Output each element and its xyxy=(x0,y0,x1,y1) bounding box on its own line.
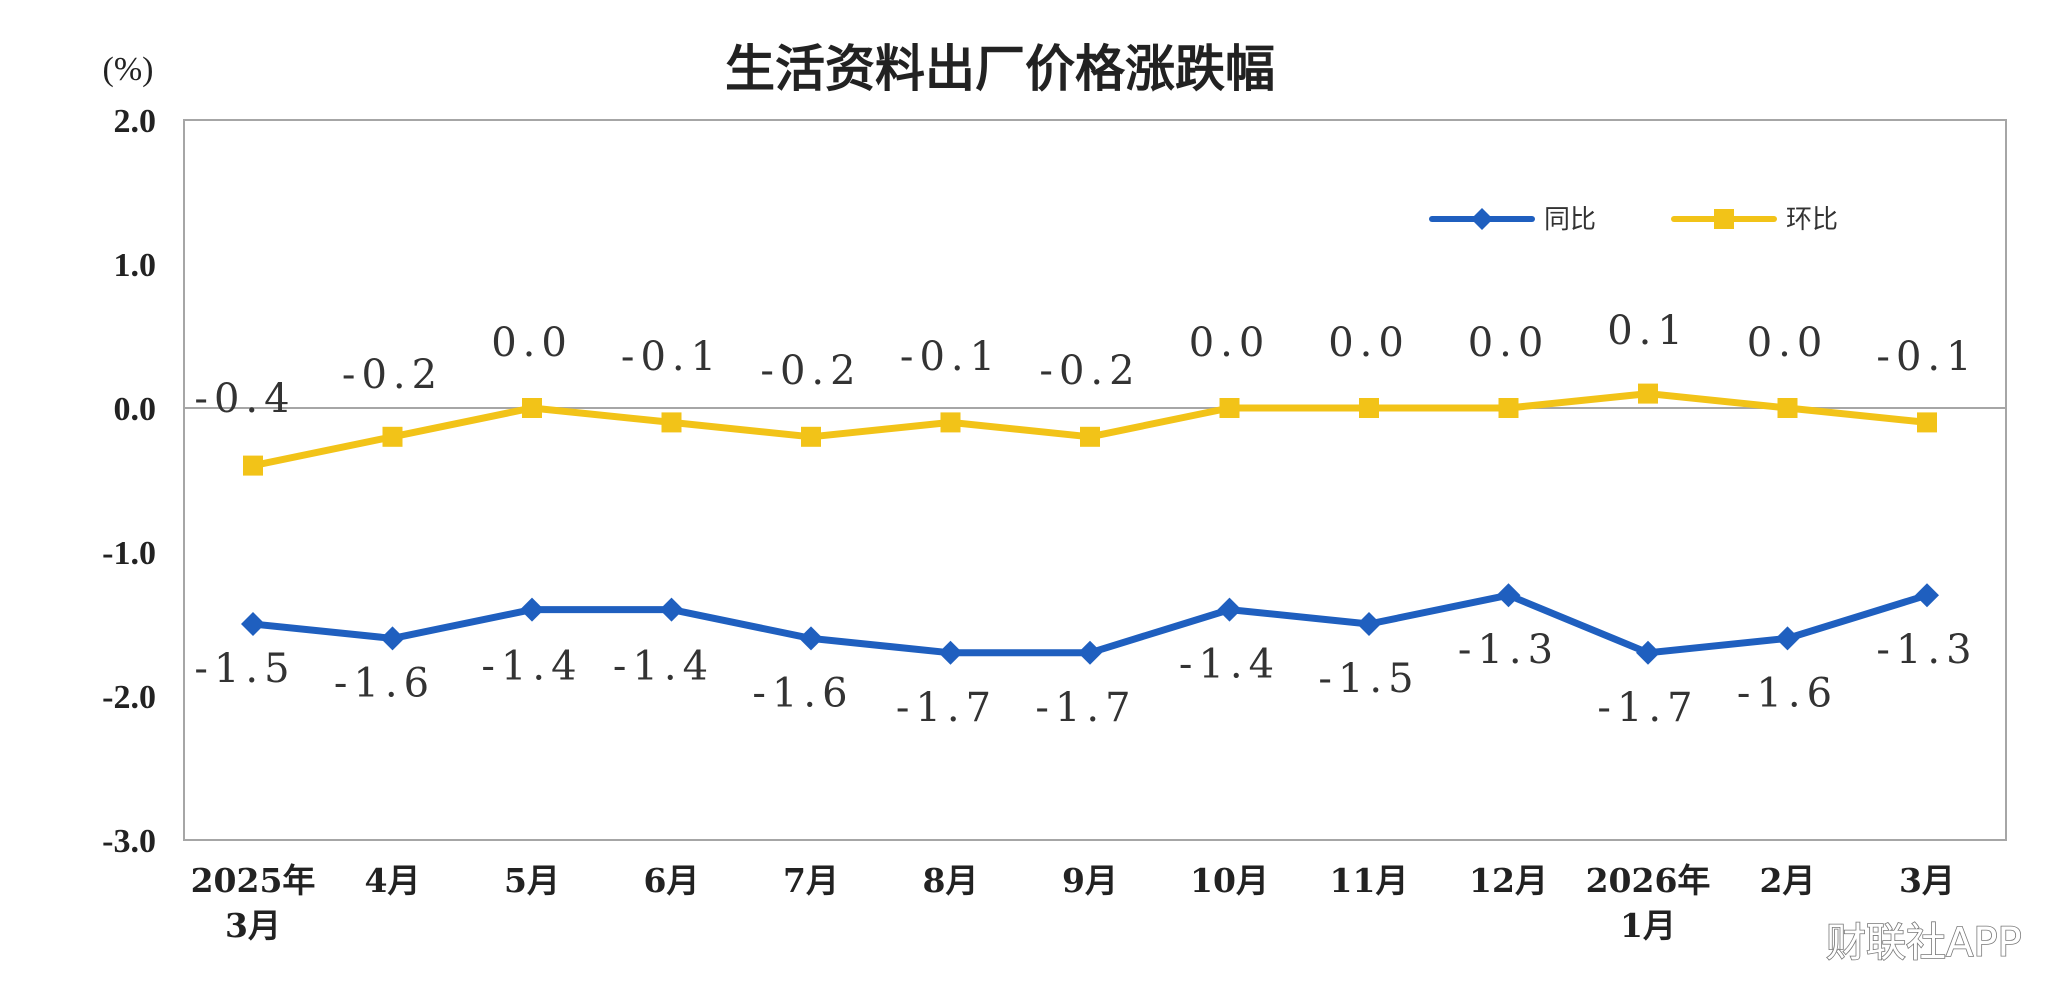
mom-data-label: 0.0 xyxy=(1747,320,1829,366)
yoy-point xyxy=(1636,640,1660,665)
yoy-point xyxy=(1496,583,1521,608)
x-tick-label: 7月 xyxy=(783,861,839,900)
x-tick-label: 2026年 xyxy=(1586,861,1711,900)
mom-point xyxy=(1917,412,1937,433)
y-tick-label: -3.0 xyxy=(102,823,156,860)
mom-data-label: -0.2 xyxy=(760,348,861,394)
x-tick-label: 10月 xyxy=(1190,861,1269,900)
yoy-point xyxy=(1775,626,1800,651)
mom-data-label: -0.2 xyxy=(342,352,443,398)
legend-yoy-swatch-marker xyxy=(1471,208,1493,230)
yoy-data-label: -1.3 xyxy=(1458,627,1559,673)
y-tick-label: 1.0 xyxy=(114,247,157,284)
mom-point xyxy=(243,455,263,476)
x-tick-label: 2月 xyxy=(1760,861,1816,900)
mom-point xyxy=(1638,383,1658,404)
yoy-point xyxy=(659,597,684,622)
mom-data-label: -0.2 xyxy=(1039,348,1140,394)
legend-mom-swatch-marker xyxy=(1714,209,1734,229)
y-axis-ticks: 2.0 1.0 0.0 -1.0 -2.0 -3.0 xyxy=(102,103,156,860)
x-tick-label: 8月 xyxy=(923,861,979,900)
mom-point xyxy=(940,412,961,433)
legend-mom-label: 环比 xyxy=(1786,205,1838,235)
x-tick-label: 3月 xyxy=(225,906,281,945)
x-tick-label: 4月 xyxy=(365,861,421,900)
mom-data-label: 0.0 xyxy=(491,320,573,366)
yoy-point xyxy=(1217,597,1242,622)
mom-data-label: -0.1 xyxy=(621,334,722,380)
watermark-text: 财联社APP xyxy=(1826,920,2022,966)
mom-data-label: 0.1 xyxy=(1607,308,1689,354)
x-axis-ticks: 2025年 3月 4月 5月 6月 7月 8月 9月 10月 11月 12月 2026年 1月 2月 3月 xyxy=(191,861,1955,945)
legend-yoy-label: 同比 xyxy=(1544,205,1596,235)
mom-point xyxy=(1219,398,1240,418)
yoy-point xyxy=(1915,583,1939,608)
y-tick-label: 0.0 xyxy=(114,391,157,428)
mom-data-label: -0.1 xyxy=(1876,334,1977,380)
yoy-data-label: -1.4 xyxy=(613,644,714,690)
yoy-data-label: -1.6 xyxy=(1737,670,1838,716)
mom-data-label: 0.0 xyxy=(1468,320,1550,366)
mom-point xyxy=(1498,398,1519,418)
yoy-point xyxy=(241,612,265,636)
mom-point xyxy=(522,398,542,418)
yoy-point xyxy=(799,626,823,651)
yoy-data-label: -1.4 xyxy=(1179,642,1280,688)
yoy-data-label: -1.7 xyxy=(1035,685,1136,731)
yoy-data-label: -1.6 xyxy=(334,660,435,706)
y-tick-label: -1.0 xyxy=(102,535,156,572)
mom-point xyxy=(382,426,403,447)
data-labels: -1.5 -1.6 -1.4 -1.4 -1.6 -1.7 -1.7 -1.4 -1.5 -1.3… xyxy=(194,308,1977,731)
y-tick-label: -2.0 xyxy=(102,679,156,716)
legend: 同比 环比 xyxy=(1429,205,1838,235)
yoy-data-label: -1.7 xyxy=(896,685,997,731)
mom-point xyxy=(801,426,821,447)
yoy-data-label: -1.4 xyxy=(481,644,582,690)
series-markers xyxy=(241,383,1939,665)
x-tick-label: 2025年 xyxy=(191,861,316,900)
y-tick-label: 2.0 xyxy=(114,103,157,140)
x-tick-label: 9月 xyxy=(1062,861,1118,900)
x-tick-label: 12月 xyxy=(1469,861,1548,900)
mom-data-label: -0.4 xyxy=(194,376,295,422)
mom-data-label: 0.0 xyxy=(1328,320,1410,366)
yoy-data-label: -1.6 xyxy=(752,670,853,716)
yoy-data-label: -1.3 xyxy=(1876,627,1977,673)
x-tick-label: 3月 xyxy=(1899,861,1955,900)
mom-point xyxy=(1777,398,1798,418)
mom-data-label: 0.0 xyxy=(1189,320,1271,366)
x-tick-label: 1月 xyxy=(1620,906,1676,945)
yoy-point xyxy=(520,597,544,622)
plot-area-border xyxy=(183,119,2007,841)
yoy-data-label: -1.5 xyxy=(1318,656,1419,702)
yoy-point xyxy=(1357,612,1381,636)
yoy-point xyxy=(380,626,405,651)
yoy-data-label: -1.5 xyxy=(194,646,295,692)
y-unit-label: (%) xyxy=(103,51,154,88)
yoy-point xyxy=(938,640,963,665)
mom-data-label: -0.1 xyxy=(900,334,1001,380)
mom-point xyxy=(1359,398,1379,418)
x-tick-label: 6月 xyxy=(644,861,700,900)
chart-title: 生活资料出厂价格涨跌幅 xyxy=(725,40,1275,98)
yoy-data-label: -1.7 xyxy=(1597,685,1698,731)
mom-point xyxy=(1080,426,1100,447)
yoy-point xyxy=(1078,640,1102,665)
x-tick-label: 11月 xyxy=(1330,861,1409,900)
mom-point xyxy=(661,412,682,433)
x-tick-label: 5月 xyxy=(504,861,560,900)
